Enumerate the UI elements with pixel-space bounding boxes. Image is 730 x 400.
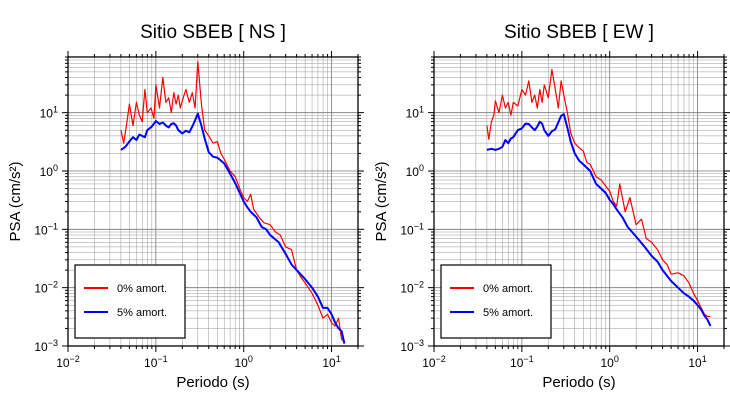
y-tick-label: 10−1 bbox=[34, 221, 58, 237]
chart-title: Sitio SBEB [ NS ] bbox=[140, 22, 286, 43]
x-tick-label: 10−2 bbox=[422, 354, 446, 370]
y-tick-label: 100 bbox=[40, 163, 58, 179]
y-tick-label: 10−3 bbox=[400, 338, 424, 354]
x-tick-label: 101 bbox=[688, 354, 706, 370]
y-tick-label: 10−1 bbox=[400, 221, 424, 237]
legend-label: 5% amort. bbox=[117, 307, 167, 319]
x-tick-label: 100 bbox=[601, 354, 619, 370]
x-tick-label: 10−1 bbox=[510, 354, 534, 370]
legend-label: 0% amort. bbox=[117, 283, 167, 295]
y-tick-label: 100 bbox=[406, 163, 424, 179]
legend: 0% amort. 5% amort. bbox=[440, 264, 552, 339]
y-axis-label: PSA (cm/s²) bbox=[7, 161, 24, 241]
legend-label: 0% amort. bbox=[483, 283, 533, 295]
y-axis-label: PSA (cm/s²) bbox=[373, 161, 390, 241]
x-axis-label: Periodo (s) bbox=[176, 374, 249, 391]
series-line-damped bbox=[120, 112, 346, 344]
y-tick-label: 10−3 bbox=[34, 338, 58, 354]
legend: 0% amort. 5% amort. bbox=[74, 264, 186, 339]
legend-label: 5% amort. bbox=[483, 307, 533, 319]
y-tick-label: 10−2 bbox=[400, 280, 424, 296]
y-tick-label: 10−2 bbox=[34, 280, 58, 296]
y-tick-label: 101 bbox=[40, 105, 58, 121]
series-line-undamped bbox=[120, 60, 345, 342]
x-tick-label: 100 bbox=[235, 354, 253, 370]
chart-title: Sitio SBEB [ EW ] bbox=[504, 22, 654, 43]
series-line-undamped bbox=[486, 68, 711, 318]
y-tick-label: 101 bbox=[406, 105, 424, 121]
x-tick-label: 10−1 bbox=[144, 354, 168, 370]
x-axis-label: Periodo (s) bbox=[542, 374, 615, 391]
legend-box bbox=[74, 264, 186, 339]
x-tick-label: 101 bbox=[322, 354, 340, 370]
legend-box bbox=[440, 264, 552, 339]
tick-marks bbox=[428, 51, 730, 352]
x-tick-label: 10−2 bbox=[56, 354, 80, 370]
tick-marks bbox=[62, 51, 364, 352]
series-line-damped bbox=[486, 113, 712, 327]
